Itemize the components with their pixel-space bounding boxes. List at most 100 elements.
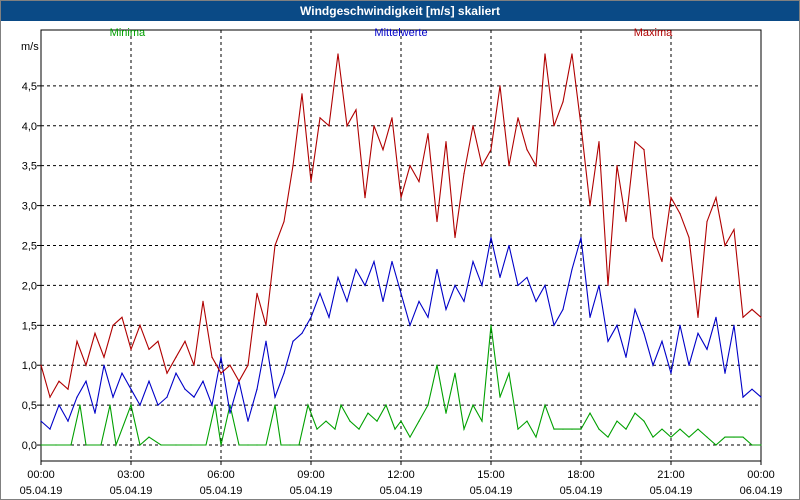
data-point bbox=[307, 404, 309, 406]
data-point bbox=[265, 444, 267, 446]
data-point bbox=[409, 165, 411, 167]
data-point bbox=[463, 300, 465, 302]
data-point bbox=[706, 436, 708, 438]
data-point bbox=[724, 244, 726, 247]
data-point bbox=[634, 308, 636, 310]
data-point bbox=[289, 444, 291, 446]
data-point bbox=[337, 53, 339, 55]
data-point bbox=[211, 404, 213, 406]
data-point bbox=[220, 372, 222, 374]
data-point bbox=[103, 364, 105, 366]
data-point bbox=[508, 372, 510, 374]
data-point bbox=[553, 428, 555, 430]
data-point bbox=[409, 436, 411, 438]
data-point bbox=[607, 284, 609, 287]
data-point bbox=[481, 284, 483, 287]
data-point bbox=[100, 444, 102, 446]
data-point bbox=[643, 420, 645, 422]
data-point bbox=[580, 428, 582, 430]
data-point bbox=[634, 412, 636, 414]
data-point bbox=[334, 428, 336, 430]
data-point bbox=[445, 308, 447, 310]
data-point bbox=[625, 428, 627, 430]
data-point bbox=[616, 420, 618, 422]
data-point bbox=[472, 125, 474, 127]
data-point bbox=[274, 404, 276, 406]
data-point bbox=[724, 436, 726, 438]
data-point bbox=[598, 284, 600, 287]
y-tick-label: 1,5 bbox=[22, 320, 37, 332]
data-point bbox=[499, 276, 501, 279]
data-point bbox=[436, 220, 438, 223]
series-line-minima bbox=[41, 325, 761, 448]
data-point bbox=[130, 348, 132, 350]
data-point bbox=[391, 117, 393, 119]
data-point bbox=[733, 436, 735, 438]
data-point bbox=[166, 372, 168, 374]
x-tick-label-time: 21:00 bbox=[657, 469, 685, 481]
data-point bbox=[544, 404, 546, 406]
y-tick-label: 3,5 bbox=[22, 161, 37, 173]
series-maxima bbox=[40, 53, 762, 399]
data-point bbox=[526, 420, 528, 422]
data-point bbox=[688, 364, 690, 366]
data-point bbox=[301, 93, 303, 95]
data-point bbox=[157, 340, 159, 342]
x-tick-label-time: 00:00 bbox=[27, 469, 55, 481]
data-point bbox=[526, 149, 528, 151]
data-point bbox=[670, 372, 672, 374]
data-point bbox=[634, 141, 636, 143]
data-point bbox=[139, 404, 141, 406]
data-point bbox=[400, 292, 402, 294]
data-point bbox=[346, 300, 348, 302]
data-point bbox=[616, 165, 618, 167]
data-point bbox=[418, 420, 420, 422]
data-point bbox=[346, 125, 348, 127]
x-tick-label-date: 05.04.19 bbox=[110, 485, 153, 497]
data-point bbox=[562, 428, 564, 430]
data-point bbox=[316, 428, 318, 430]
data-point bbox=[535, 300, 537, 302]
data-point bbox=[652, 436, 654, 438]
data-point bbox=[211, 356, 213, 358]
data-point bbox=[70, 444, 72, 446]
data-point bbox=[310, 181, 312, 183]
data-point bbox=[112, 324, 114, 326]
data-point bbox=[499, 85, 501, 87]
data-point bbox=[283, 372, 285, 374]
data-point bbox=[733, 324, 735, 326]
data-point bbox=[280, 444, 282, 446]
data-point bbox=[256, 292, 258, 294]
data-point bbox=[571, 428, 573, 430]
x-tick-label-date: 05.04.19 bbox=[290, 485, 333, 497]
x-tick-label-time: 09:00 bbox=[297, 469, 325, 481]
data-point bbox=[643, 149, 645, 151]
data-point bbox=[256, 388, 258, 390]
data-point bbox=[418, 300, 420, 302]
data-point bbox=[160, 444, 162, 446]
data-point bbox=[742, 436, 744, 438]
data-point bbox=[49, 428, 51, 430]
data-point bbox=[298, 444, 300, 446]
data-point bbox=[400, 197, 402, 199]
data-point bbox=[220, 444, 222, 446]
data-point bbox=[340, 404, 342, 406]
data-point bbox=[418, 181, 420, 183]
y-tick-label: 4,5 bbox=[22, 81, 37, 93]
data-point bbox=[490, 236, 492, 239]
data-point bbox=[85, 444, 87, 446]
data-point bbox=[562, 101, 564, 103]
data-point bbox=[535, 165, 537, 167]
data-point bbox=[319, 117, 321, 119]
data-point bbox=[445, 412, 447, 414]
data-point bbox=[643, 332, 645, 334]
data-point bbox=[148, 380, 150, 382]
data-point bbox=[580, 236, 582, 239]
data-point bbox=[94, 332, 96, 334]
legend-mittelwerte: Mittelwerte bbox=[374, 27, 427, 39]
data-point bbox=[109, 404, 111, 406]
data-point bbox=[229, 412, 231, 414]
data-point bbox=[115, 444, 117, 446]
data-point bbox=[598, 428, 600, 430]
